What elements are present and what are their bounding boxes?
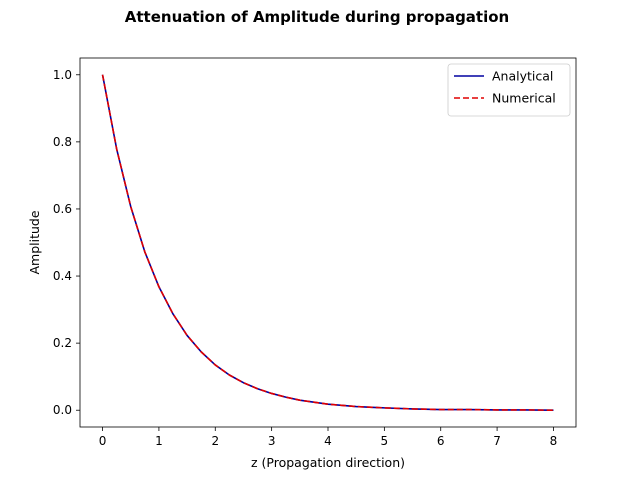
x-tick-label: 6 <box>437 434 445 448</box>
legend: Analytical Numerical <box>447 63 571 117</box>
y-tick-label: 0.2 <box>53 336 72 350</box>
plot-area <box>101 74 554 412</box>
x-tick-label: 2 <box>211 434 219 448</box>
y-tick-label: 0.4 <box>53 269 72 283</box>
series-line-numerical <box>101 74 554 412</box>
y-axis-label: Amplitude <box>27 210 42 274</box>
chart-title: Attenuation of Amplitude during propagat… <box>125 8 509 26</box>
x-tick-label: 4 <box>324 434 332 448</box>
y-tick-label: 0.0 <box>53 403 72 417</box>
legend-label-analytical: Analytical <box>492 69 553 84</box>
x-tick-label: 7 <box>493 434 501 448</box>
x-tick-label: 8 <box>550 434 558 448</box>
x-axis: 0 1 2 3 4 5 6 7 8 <box>99 427 558 448</box>
y-axis: 0.0 0.2 0.4 0.6 0.8 1.0 <box>53 68 80 417</box>
series-line-analytical <box>101 74 554 412</box>
legend-label-numerical: Numerical <box>492 91 556 106</box>
x-axis-label: z (Propagation direction) <box>251 455 405 470</box>
legend-box <box>447 63 571 117</box>
x-tick-label: 3 <box>268 434 276 448</box>
y-tick-label: 0.8 <box>53 135 72 149</box>
y-tick-label: 0.6 <box>53 202 72 216</box>
x-tick-label: 5 <box>381 434 389 448</box>
y-tick-label: 1.0 <box>53 68 72 82</box>
x-tick-label: 1 <box>155 434 163 448</box>
x-tick-label: 0 <box>99 434 107 448</box>
